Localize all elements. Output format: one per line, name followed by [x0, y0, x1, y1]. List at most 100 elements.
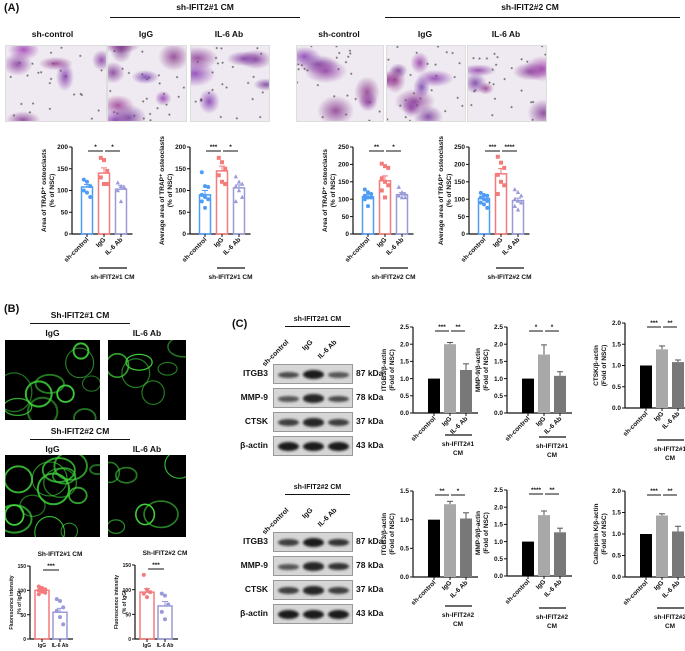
protein-band: [328, 372, 349, 378]
y-tick-label: 100: [123, 588, 132, 594]
y-tick-label: 0: [345, 231, 349, 238]
data-point: [482, 202, 486, 207]
molecular-weight-label: 37 kDa: [356, 584, 384, 594]
x-tick-label: IL-6 Ab: [449, 415, 469, 435]
data-point: [159, 609, 164, 614]
group-label: CM: [665, 455, 675, 462]
significance-marker: **: [667, 320, 673, 327]
significance-marker: **: [374, 144, 380, 151]
data-point: [36, 592, 41, 597]
y-tick-label: 200: [175, 144, 186, 151]
y-tick-label: 200: [57, 144, 68, 151]
data-point: [233, 199, 238, 204]
chart-C5: 0.0 0.5 1.0 1.5 2.0 2.5 MMP-9/β-actin (Fold of …: [475, 487, 572, 630]
y-tick-label: 0.5: [494, 556, 503, 563]
y-tick-label: 50: [125, 613, 131, 619]
data-point: [54, 597, 59, 602]
data-point: [515, 207, 521, 212]
data-point: [383, 195, 387, 200]
data-point: [383, 179, 387, 184]
column-label: IgG: [45, 328, 60, 338]
y-tick-label: 250: [454, 144, 465, 151]
data-point: [499, 160, 503, 165]
data-point: [233, 183, 238, 188]
group-header-b1: Sh-IFIT2#1 CM: [50, 310, 110, 320]
y-tick-label: 1.0: [400, 517, 409, 524]
bar: [554, 375, 566, 413]
x-tick-label: sh-control: [622, 579, 650, 607]
y-axis-label: ITGB3/β-actin: [381, 513, 388, 555]
data-point: [519, 193, 524, 198]
bar: [395, 193, 409, 235]
data-point: [40, 585, 44, 590]
data-point: [485, 205, 490, 210]
molecular-weight-label: 78 kDa: [356, 560, 384, 570]
data-point: [515, 198, 521, 203]
bar: [522, 378, 534, 413]
group-header-b2: Sh-IFIT2#2 CM: [50, 426, 110, 436]
data-point: [98, 155, 103, 160]
actin-ring: [65, 347, 95, 379]
actin-ring: [19, 494, 46, 518]
protein-band: [278, 371, 299, 378]
data-point: [366, 195, 370, 200]
data-point: [240, 194, 245, 199]
data-point: [362, 193, 367, 198]
protein-band: [303, 370, 324, 379]
significance-marker: ***: [210, 144, 218, 151]
blot-row-label: ITGB3: [242, 536, 268, 546]
data-point: [478, 200, 483, 205]
x-tick-label: sh-control: [504, 578, 532, 606]
x-tick-label: IL-6 Ab: [104, 236, 124, 256]
data-point: [88, 195, 93, 200]
actin-ring: [108, 461, 121, 484]
data-point: [203, 205, 207, 210]
trap-micrograph: [386, 45, 466, 122]
x-tick-label: IL-6 Ab: [449, 579, 469, 599]
significance-marker: *: [551, 324, 554, 331]
y-tick-label: 1.5: [400, 359, 409, 366]
chart-A2: 0 50 100 150 200 Average area of TRAP⁺ osteoc…: [159, 136, 253, 281]
y-tick-label: 150: [57, 166, 68, 173]
y-axis-label: (Fold of NSC): [389, 349, 396, 391]
data-point: [36, 584, 41, 589]
bar: [34, 589, 50, 640]
y-axis-label: ITGB3/β-actin: [381, 349, 388, 391]
y-tick-label: 0: [64, 231, 68, 238]
group-label: sh-IFIT2#1: [654, 446, 685, 453]
protein-band: [303, 610, 324, 619]
significance-marker: **: [549, 487, 555, 494]
bar: [460, 370, 472, 413]
data-point: [203, 195, 207, 200]
actin-ring: [24, 380, 53, 408]
chart-C4: 0.0 0.5 1.0 1.5 ITGB3/β-actin (Fold of NSC) sh…: [381, 488, 478, 628]
protein-band: [278, 442, 299, 451]
group-label: sh-IFIT2#1: [442, 441, 475, 448]
bar: [538, 515, 550, 576]
group-label: sh-IFIT2#2 CM: [487, 274, 531, 281]
data-point: [141, 591, 146, 596]
y-tick-label: 50: [179, 209, 187, 216]
y-axis-label: (Fold of NSC): [601, 513, 608, 555]
group-header-a1: sh-IFIT2#1 CM: [176, 2, 234, 12]
x-tick-label: IL-6 Ab: [543, 578, 563, 598]
data-point: [502, 165, 507, 170]
actin-ring: [34, 516, 65, 537]
column-label: IgG: [417, 29, 433, 39]
data-point: [122, 184, 127, 189]
data-point: [102, 158, 106, 163]
y-axis-label: (Fold of NSC): [389, 513, 396, 555]
fluorescence-image: [5, 340, 100, 420]
data-point: [399, 189, 405, 195]
group-line-b2: [30, 439, 130, 440]
data-point: [495, 154, 500, 159]
group-label: sh-IFIT2#1 CM: [90, 274, 134, 281]
chart-C1: 0.0 0.5 1.0 1.5 2.0 2.5 ITGB3/β-actin (Fold of …: [381, 324, 478, 457]
protein-band: [303, 538, 324, 547]
data-point: [54, 608, 59, 613]
actin-ring: [114, 466, 138, 484]
y-tick-label: 1.5: [612, 510, 621, 517]
y-tick-label: 50: [61, 209, 69, 216]
data-point: [478, 195, 483, 200]
